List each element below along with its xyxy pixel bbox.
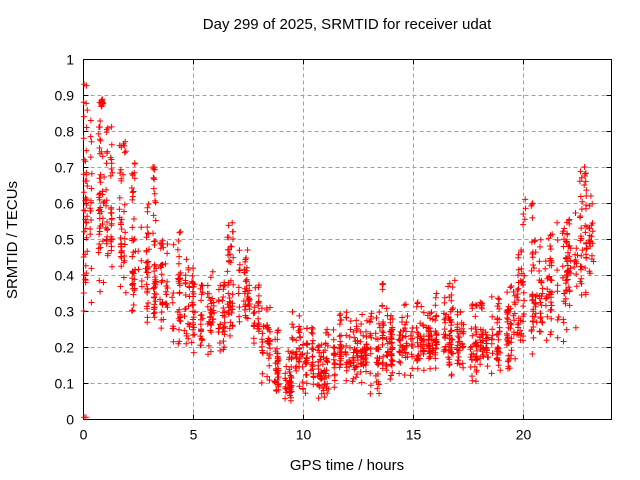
data-points bbox=[80, 81, 597, 421]
svg-text:0.4: 0.4 bbox=[55, 268, 75, 284]
svg-text:0.3: 0.3 bbox=[55, 304, 75, 320]
svg-text:15: 15 bbox=[406, 427, 422, 443]
svg-text:1: 1 bbox=[66, 52, 74, 68]
svg-text:0.9: 0.9 bbox=[55, 88, 75, 104]
svg-text:5: 5 bbox=[190, 427, 198, 443]
svg-text:0: 0 bbox=[80, 427, 88, 443]
svg-text:0: 0 bbox=[66, 412, 74, 428]
svg-text:0.1: 0.1 bbox=[55, 376, 75, 392]
x-axis-label: GPS time / hours bbox=[289, 457, 405, 474]
svg-text:0.2: 0.2 bbox=[55, 340, 75, 356]
svg-text:0.5: 0.5 bbox=[55, 232, 75, 248]
gridlines bbox=[83, 59, 612, 420]
svg-text:0.6: 0.6 bbox=[55, 196, 75, 212]
tick-labels: 0 5 10 15 20 0 0.1 0.2 0.3 0.4 0.5 0.6 0.7 0.8 0.9 1 bbox=[55, 52, 532, 443]
svg-text:20: 20 bbox=[516, 427, 532, 443]
svg-text:0.7: 0.7 bbox=[55, 160, 75, 176]
svg-text:0.8: 0.8 bbox=[55, 124, 75, 140]
chart-title: Day 299 of 2025, SRMTID for receiver uda… bbox=[202, 16, 492, 33]
axis-ticks bbox=[83, 59, 612, 420]
svg-text:10: 10 bbox=[296, 427, 312, 443]
